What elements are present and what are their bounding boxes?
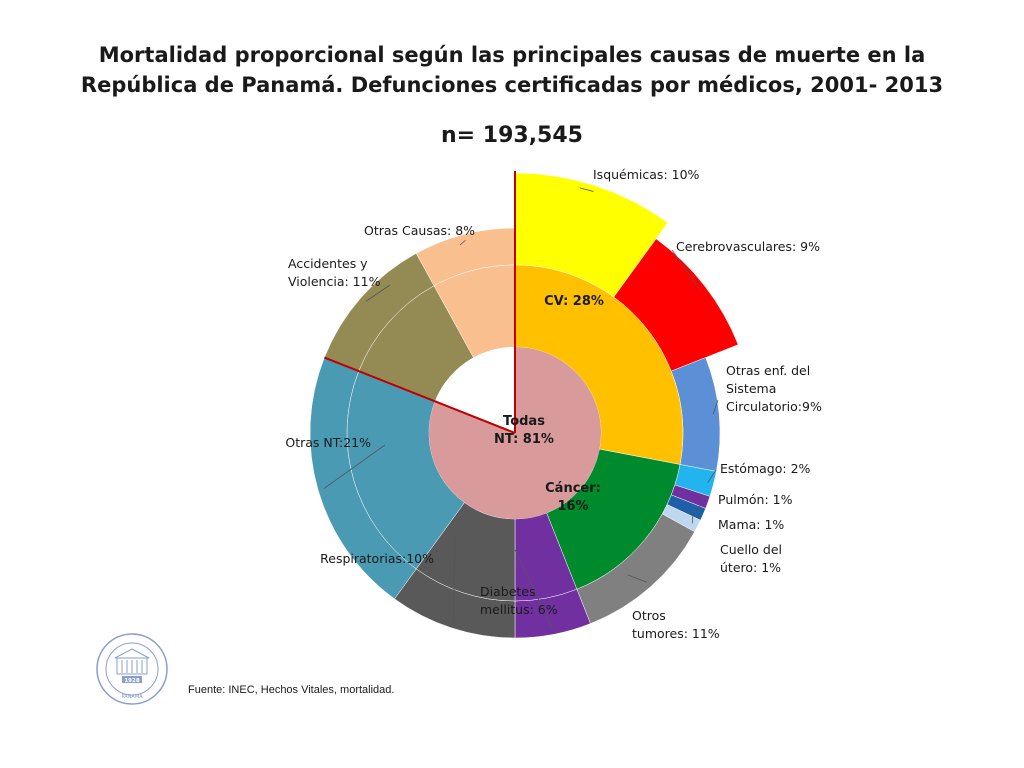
leader-line-2: [712, 399, 719, 415]
slice-label-8-0: Diabetes: [480, 584, 536, 599]
chart-title-line1: Mortalidad proporcional según las princi…: [98, 43, 926, 67]
leader-line-3: [707, 469, 717, 483]
slice-label-4-0: Pulmón: 1%: [718, 492, 793, 507]
slice-label-9-0: Respiratorias:10%: [320, 551, 434, 566]
slice-label-3-0: Estómago: 2%: [720, 461, 811, 476]
middle-label-1-1: 16%: [557, 499, 588, 514]
slice-label-6-1: útero: 1%: [720, 560, 781, 575]
middle-label-1-0: Cáncer:: [545, 481, 601, 496]
middle-label-0-0: CV: 28%: [544, 294, 604, 309]
leader-line-12: [459, 239, 466, 246]
slice-label-2-2: Circulatorio:9%: [726, 399, 822, 414]
slice-label-0-0: Isquémicas: 10%: [593, 167, 700, 182]
leader-line-7: [627, 574, 647, 583]
slice-label-12-0: Otras Causas: 8%: [364, 223, 475, 238]
slice-label-7-0: Otros: [632, 608, 666, 623]
institution-seal: 1928 PANAMA: [95, 632, 169, 710]
chart-title-line2: República de Panamá. Defunciones certifi…: [80, 73, 944, 97]
leader-line-4: [701, 494, 706, 501]
leader-line-1: [671, 249, 701, 290]
leader-line-6: [691, 511, 694, 524]
inner-slice-other: [435, 346, 515, 433]
slice-label-1-0: Cerebrovasculares: 9%: [676, 239, 820, 254]
slice-label-11-1: Violencia: 11%: [288, 274, 381, 289]
slice-label-5-0: Mama: 1%: [718, 517, 784, 532]
slice-label-6-0: Cuello del: [720, 542, 782, 557]
slice-label-7-1: tumores: 11%: [632, 626, 720, 641]
chart-title: Mortalidad proporcional según las princi…: [0, 40, 1024, 100]
separator-line-nt: [324, 356, 516, 434]
slice-label-10-0: Otras NT:21%: [285, 435, 371, 450]
outer-ring: [309, 172, 739, 639]
chart-sample-size: n= 193,545: [441, 123, 583, 148]
middle-ring: [346, 264, 684, 602]
inner-label-line2: NT: 81%: [494, 432, 554, 447]
slice-label-11-0: Accidentes y: [288, 256, 368, 271]
leader-line-9: [453, 534, 456, 623]
inner-label-line1: Todas: [503, 414, 545, 429]
source-note: Fuente: INEC, Hechos Vitales, mortalidad…: [188, 684, 395, 696]
leader-line-5: [697, 505, 701, 513]
ring-labels: CV: 28% Cáncer: 16% Todas NT: 81%: [494, 294, 604, 514]
svg-text:1928: 1928: [124, 678, 139, 684]
slice-label-2-0: Otras enf. del: [726, 363, 810, 378]
seal-icon: 1928 PANAMA: [96, 633, 168, 705]
leader-line-10: [323, 444, 386, 489]
slice-labels: Isquémicas: 10% Cerebrovasculares: 9% Otra…: [285, 167, 822, 641]
leader-line-8: [514, 549, 553, 629]
svg-text:PANAMA: PANAMA: [121, 694, 143, 700]
leader-lines: [323, 171, 719, 629]
slice-label-8-1: mellitus: 6%: [480, 602, 558, 617]
leader-line-11: [365, 284, 391, 302]
slice-label-2-1: Sistema: [726, 381, 776, 396]
leader-line-0: [579, 187, 594, 192]
